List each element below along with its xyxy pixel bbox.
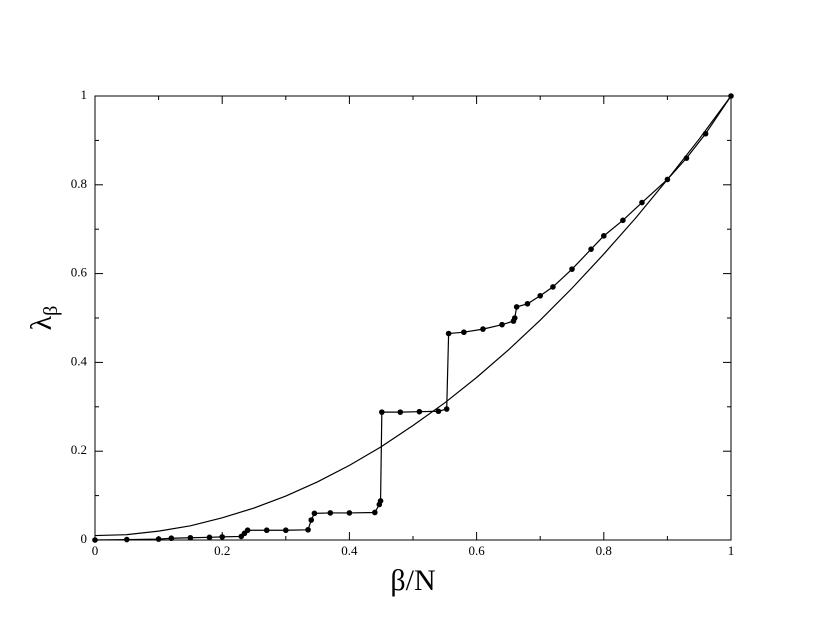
series-marker xyxy=(124,536,130,543)
series-marker xyxy=(206,534,213,541)
series-marker xyxy=(524,300,531,307)
series-marker xyxy=(461,329,467,336)
series-marker xyxy=(397,409,404,415)
series-marker xyxy=(435,408,442,415)
series-marker xyxy=(513,304,520,310)
series-marker xyxy=(308,517,315,523)
series-marker xyxy=(346,510,353,516)
y-label-sub: β xyxy=(40,306,62,316)
x-tick-label: 0.2 xyxy=(214,543,230,558)
series-marker xyxy=(601,233,607,239)
series-marker xyxy=(379,409,385,415)
series-marker xyxy=(372,509,378,516)
x-tick-label: 0 xyxy=(92,543,99,558)
series-marker xyxy=(620,217,626,224)
series-marker xyxy=(244,527,251,534)
series-marker xyxy=(664,176,671,183)
series-marker xyxy=(92,537,98,543)
series-marker xyxy=(283,527,289,534)
series-marker xyxy=(550,284,556,290)
y-tick-label: 0 xyxy=(81,531,88,546)
series-marker xyxy=(305,526,311,533)
series-marker xyxy=(443,406,450,412)
series-marker xyxy=(416,408,423,415)
x-axis-label: β/N xyxy=(390,564,435,597)
series-marker xyxy=(155,536,162,542)
series-line xyxy=(94,95,732,537)
y-tick-label: 0.6 xyxy=(71,265,88,280)
series-marker xyxy=(499,321,505,328)
series-marker xyxy=(639,199,645,206)
y-tick-label: 0.8 xyxy=(71,176,87,191)
series-marker xyxy=(683,155,690,161)
series-marker xyxy=(511,315,518,321)
series-marker xyxy=(377,498,384,504)
plot-frame xyxy=(94,95,732,541)
x-tick-label: 0.8 xyxy=(596,543,612,558)
series-marker xyxy=(445,330,452,337)
series-marker xyxy=(702,130,709,137)
series-marker xyxy=(219,534,225,540)
y-tick-label: 0.4 xyxy=(71,353,88,368)
y-axis-label: λβ xyxy=(25,306,62,331)
series-marker xyxy=(480,326,486,332)
series-marker xyxy=(263,527,270,534)
series-marker xyxy=(728,93,734,99)
series-marker xyxy=(537,293,543,299)
y-tick-label: 0.2 xyxy=(71,442,87,457)
series-marker xyxy=(187,534,194,541)
series-marker xyxy=(588,246,594,252)
x-tick-label: 1 xyxy=(728,543,735,558)
x-tick-label: 0.6 xyxy=(468,543,485,558)
series-marker xyxy=(569,266,575,272)
series-marker xyxy=(168,535,175,542)
y-label-main: λ xyxy=(25,315,58,330)
series-marker xyxy=(311,510,318,517)
y-tick-label: 1 xyxy=(81,87,88,102)
x-tick-label: 0.4 xyxy=(341,543,358,558)
series-marker xyxy=(327,510,334,516)
series-line xyxy=(94,95,732,541)
